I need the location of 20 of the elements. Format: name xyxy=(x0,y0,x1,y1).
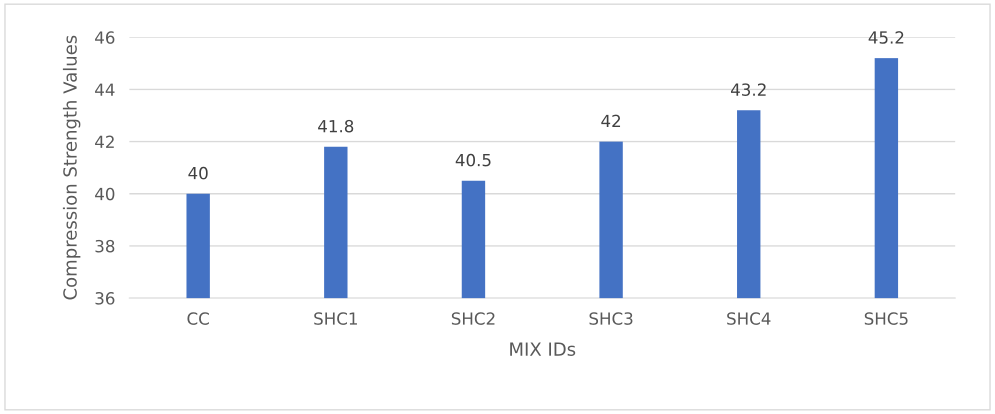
y-tick-label: 38 xyxy=(96,240,114,252)
data-label: 41.8 xyxy=(318,120,354,132)
y-axis-title: Compression Strength Values xyxy=(62,36,80,300)
data-label: 43.2 xyxy=(731,83,766,96)
x-axis-title: MIX IDs xyxy=(510,342,576,356)
y-tick-label: 44 xyxy=(95,84,115,96)
data-label: 40 xyxy=(188,166,208,180)
y-tick-label: 36 xyxy=(96,292,114,305)
data-label: 42 xyxy=(601,114,620,128)
x-tick-label: SHC5 xyxy=(864,312,908,325)
y-tick-label: 46 xyxy=(95,31,114,44)
data-label: 45.2 xyxy=(868,31,904,44)
x-tick-label: SHC4 xyxy=(727,312,770,325)
x-tick-label: SHC2 xyxy=(452,312,494,325)
x-tick-label: SHC1 xyxy=(314,312,357,325)
y-tick-label: 40 xyxy=(95,188,114,200)
data-label: 40.5 xyxy=(456,154,491,166)
x-tick-label: CC xyxy=(187,312,209,325)
y-tick-label: 42 xyxy=(95,136,114,148)
x-tick-label: SHC3 xyxy=(590,312,632,325)
